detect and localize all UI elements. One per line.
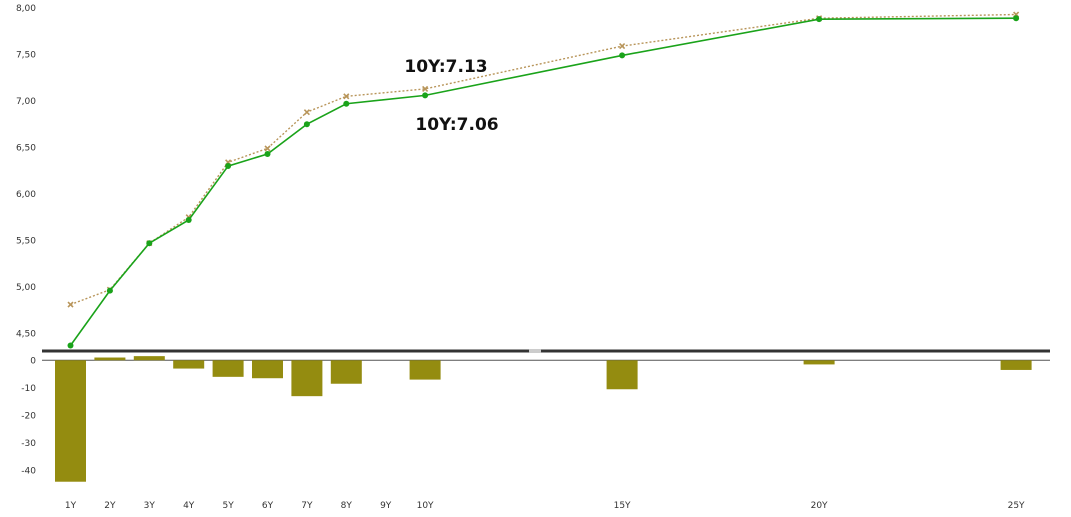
series-line-1	[70, 13, 1017, 306]
bar-y-tick-label: -10	[21, 384, 36, 394]
y-tick-label: 7,50	[16, 50, 36, 60]
bar	[1000, 360, 1032, 370]
y-tick-label: 5,00	[16, 283, 36, 293]
x-tick-label: 4Y	[183, 501, 195, 511]
bar-y-tick-label: -30	[21, 439, 36, 449]
x-tick-label: 3Y	[144, 501, 156, 511]
series-2-point	[264, 150, 271, 157]
series-1-point	[67, 301, 74, 308]
bar	[212, 360, 244, 377]
bar	[173, 360, 205, 369]
series-2-point	[343, 100, 350, 107]
bar	[94, 357, 126, 361]
series-2-point	[422, 92, 429, 99]
bar	[55, 360, 86, 482]
series-2-point	[106, 287, 113, 294]
bar	[291, 360, 323, 397]
series-1-point	[264, 145, 271, 152]
annotation-label: 10Y:7.13	[404, 57, 487, 77]
x-tick-label: 2Y	[104, 501, 116, 511]
x-tick-label: 1Y	[65, 501, 77, 511]
series-2-point	[185, 216, 192, 223]
series-1-point	[422, 85, 429, 92]
bar-y-tick-label: 0	[30, 356, 36, 366]
bar	[803, 360, 835, 365]
panel-splitter-handle[interactable]	[529, 349, 541, 353]
series-1-point	[303, 109, 310, 116]
x-tick-label: 15Y	[614, 501, 631, 511]
series-line-2	[69, 17, 1017, 346]
series-2-point	[67, 342, 74, 349]
y-tick-label: 6,00	[16, 190, 36, 200]
bar	[409, 360, 441, 380]
bar	[252, 360, 283, 379]
series-1-point	[343, 93, 350, 100]
series-1-point	[619, 43, 626, 50]
y-tick-label: 5,50	[16, 236, 36, 246]
x-tick-label: 6Y	[262, 501, 274, 511]
y-tick-label: 6,50	[16, 143, 36, 153]
x-tick-label: 9Y	[380, 501, 392, 511]
x-tick-label: 5Y	[222, 501, 234, 511]
series-2-point	[1013, 15, 1020, 22]
bar	[133, 356, 165, 361]
series-2-point	[225, 163, 232, 170]
y-tick-label: 4,50	[16, 329, 36, 339]
x-tick-label: 7Y	[301, 501, 313, 511]
y-tick-label: 7,00	[16, 97, 36, 107]
bar	[606, 360, 638, 390]
y-tick-label: 8,00	[16, 4, 36, 14]
bar-y-tick-label: -20	[21, 411, 36, 421]
series-2-point	[146, 240, 153, 247]
annotation-label: 10Y:7.06	[415, 115, 498, 135]
bar	[330, 360, 362, 384]
x-tick-label: 20Y	[811, 501, 828, 511]
x-tick-label: 10Y	[417, 501, 434, 511]
bar-y-tick-label: -40	[21, 467, 36, 477]
series-2-point	[619, 52, 626, 59]
series-2-point	[303, 121, 310, 128]
series-2-point	[816, 16, 823, 23]
x-tick-label: 25Y	[1008, 501, 1025, 511]
x-tick-label: 8Y	[341, 501, 353, 511]
